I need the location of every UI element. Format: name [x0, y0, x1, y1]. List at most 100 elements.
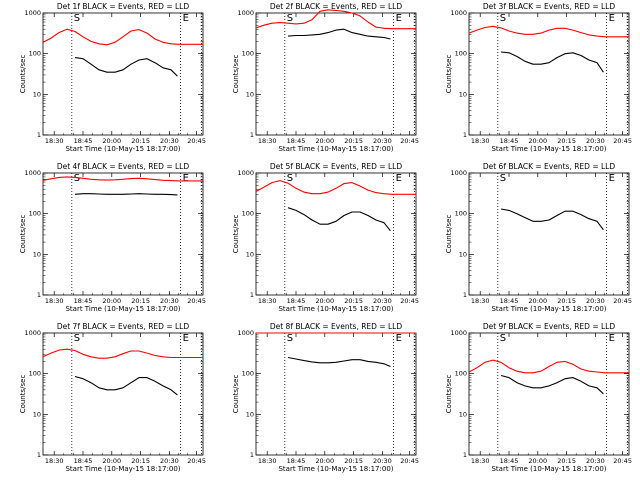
y-tick-label: 100 [455, 210, 467, 218]
x-tick-label: 20:15 [131, 137, 150, 145]
start-marker-label: S [287, 173, 293, 184]
plot-frame [42, 12, 204, 136]
x-tick-label: 18:30 [45, 297, 64, 305]
x-tick-label: 20:30 [373, 297, 392, 305]
lld-series-line [255, 180, 416, 195]
y-tick-label: 10 [246, 410, 254, 418]
y-axis-label: Counts/sec [445, 55, 453, 94]
start-marker-label: S [287, 333, 293, 344]
events-series-line [287, 356, 391, 368]
events-series-line [74, 193, 178, 196]
x-tick-label: 20:00 [315, 457, 334, 465]
y-tick-label: 1 [37, 291, 41, 299]
chart-panel: Det 6f BLACK = Events, RED = LLD 1 10 100 10… [426, 160, 639, 320]
chart-panel: Det 7f BLACK = Events, RED = LLD 1 10 100 10… [0, 320, 213, 480]
x-tick-label: 20:45 [400, 457, 419, 465]
y-tick-label: 10 [33, 410, 41, 418]
y-tick-label: 10 [33, 250, 41, 258]
chart-title: Det 9f BLACK = Events, RED = LLD [483, 322, 616, 331]
x-tick-label: 18:45 [74, 297, 93, 305]
plot-frame [42, 332, 204, 456]
plot-frame [468, 332, 630, 456]
end-marker-label: E [183, 173, 189, 184]
x-tick-label: 20:45 [613, 457, 632, 465]
chart-panel: Det 9f BLACK = Events, RED = LLD 1 10 100 10… [426, 320, 639, 480]
x-tick-label: 20:45 [613, 137, 632, 145]
y-axis-label: Counts/sec [232, 55, 240, 94]
chart-svg: Det 9f BLACK = Events, RED = LLD 1 10 100 10… [445, 322, 632, 473]
y-tick-label: 100 [455, 370, 467, 378]
chart-panel: Det 3f BLACK = Events, RED = LLD 1 10 100 10… [426, 0, 639, 160]
chart-svg: Det 2f BLACK = Events, RED = LLD 1 10 100 10… [232, 2, 419, 153]
end-marker-label: E [396, 333, 402, 344]
y-axis-label: Counts/sec [232, 215, 240, 254]
y-tick-label: 1 [250, 291, 254, 299]
events-series-line [500, 51, 604, 73]
y-tick-label: 100 [455, 50, 467, 58]
end-marker-label: E [609, 13, 615, 24]
y-tick-label: 1 [37, 451, 41, 459]
x-tick-label: 20:30 [373, 457, 392, 465]
y-tick-label: 1 [37, 131, 41, 139]
y-tick-label: 1000 [24, 9, 41, 17]
y-axis-label: Counts/sec [445, 215, 453, 254]
x-tick-label: 20:00 [528, 137, 547, 145]
start-marker-label: S [500, 333, 506, 344]
x-tick-label: 18:45 [500, 297, 519, 305]
events-series-line [74, 375, 178, 396]
chart-svg: Det 1f BLACK = Events, RED = LLD 1 10 100 10… [19, 2, 206, 153]
events-series-line [500, 374, 604, 395]
y-axis-label: Counts/sec [19, 375, 27, 414]
end-marker-label: E [183, 333, 189, 344]
x-tick-label: 20:00 [528, 457, 547, 465]
y-tick-label: 100 [242, 210, 254, 218]
x-tick-label: 18:30 [258, 457, 277, 465]
x-tick-label: 20:00 [102, 297, 121, 305]
x-tick-label: 18:45 [74, 457, 93, 465]
lld-series-line [468, 25, 629, 38]
plot-frame [42, 172, 204, 296]
x-tick-label: 20:00 [315, 137, 334, 145]
y-tick-label: 100 [29, 50, 41, 58]
y-axis-label: Counts/sec [19, 55, 27, 94]
x-tick-label: 20:15 [131, 297, 150, 305]
x-tick-label: 20:45 [187, 457, 206, 465]
start-marker-label: S [74, 13, 80, 24]
chart-title: Det 8f BLACK = Events, RED = LLD [270, 322, 403, 331]
x-tick-label: 18:30 [45, 457, 64, 465]
chart-title: Det 7f BLACK = Events, RED = LLD [57, 322, 190, 331]
chart-title: Det 3f BLACK = Events, RED = LLD [483, 2, 616, 11]
end-marker-label: E [183, 13, 189, 24]
x-tick-label: 18:30 [258, 297, 277, 305]
lld-series-line [255, 9, 416, 30]
events-series-line [287, 207, 391, 232]
lld-series-line [42, 176, 203, 182]
lld-series-line [42, 348, 203, 359]
y-tick-label: 100 [29, 370, 41, 378]
y-axis-label: Counts/sec [232, 375, 240, 414]
chart-panel: Det 5f BLACK = Events, RED = LLD 1 10 100 10… [213, 160, 426, 320]
x-tick-label: 18:30 [471, 137, 490, 145]
chart-title: Det 5f BLACK = Events, RED = LLD [270, 162, 403, 171]
start-marker-label: S [74, 173, 80, 184]
x-tick-label: 20:00 [102, 457, 121, 465]
y-tick-label: 1000 [237, 329, 254, 337]
x-tick-label: 20:30 [586, 137, 605, 145]
start-marker-label: S [287, 13, 293, 24]
y-tick-label: 1 [463, 131, 467, 139]
y-tick-label: 100 [29, 210, 41, 218]
plot-frame [255, 172, 417, 296]
start-marker-label: S [74, 333, 80, 344]
y-tick-label: 100 [242, 50, 254, 58]
x-tick-label: 20:30 [373, 137, 392, 145]
chart-panel: Det 4f BLACK = Events, RED = LLD 1 10 100 10… [0, 160, 213, 320]
end-marker-label: E [609, 333, 615, 344]
y-tick-label: 1 [250, 131, 254, 139]
x-axis-label: Start Time (10-May-15 18:17:00) [491, 465, 606, 473]
chart-panel: Det 8f BLACK = Events, RED = LLD 1 10 100 10… [213, 320, 426, 480]
x-tick-label: 20:30 [160, 457, 179, 465]
y-tick-label: 1 [463, 291, 467, 299]
x-axis-label: Start Time (10-May-15 18:17:00) [65, 145, 180, 153]
x-tick-label: 20:15 [344, 137, 363, 145]
